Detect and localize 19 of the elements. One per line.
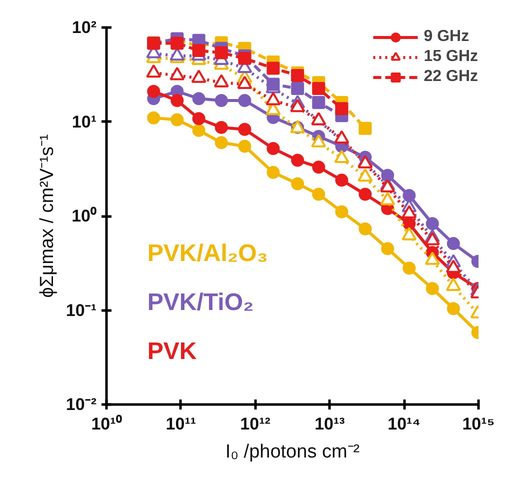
x-axis-title: I₀ /photons cm⁻² xyxy=(225,442,360,462)
y-tick-label: 10⁰ xyxy=(72,206,97,226)
y-tick-label: 10⁻² xyxy=(66,395,97,414)
x-tick-label: 10¹³ xyxy=(314,414,346,434)
y-axis-title: ϕΣμmax / cm²V⁻¹s⁻¹ xyxy=(36,134,58,298)
legend-label: 9 GHz xyxy=(424,28,470,46)
y-tick-label: 10¹ xyxy=(72,112,97,132)
x-tick-label: 10¹⁵ xyxy=(462,414,495,434)
legend-label: 22 GHz xyxy=(424,68,478,86)
annotation: PVK/TiO₂ xyxy=(147,289,254,316)
annotation: PVK/Al₂O₃ xyxy=(147,240,268,268)
x-tick-label: 10¹⁴ xyxy=(388,414,421,434)
annotation: PVK xyxy=(147,338,198,366)
y-tick-label: 10² xyxy=(72,18,97,37)
x-tick-label: 10¹¹ xyxy=(166,414,196,434)
y-tick-label: 10⁻¹ xyxy=(66,300,97,320)
x-tick-label: 10¹² xyxy=(240,414,271,434)
x-tick-label: 10¹⁰ xyxy=(91,414,122,434)
legend-label: 15 GHz xyxy=(424,48,478,66)
